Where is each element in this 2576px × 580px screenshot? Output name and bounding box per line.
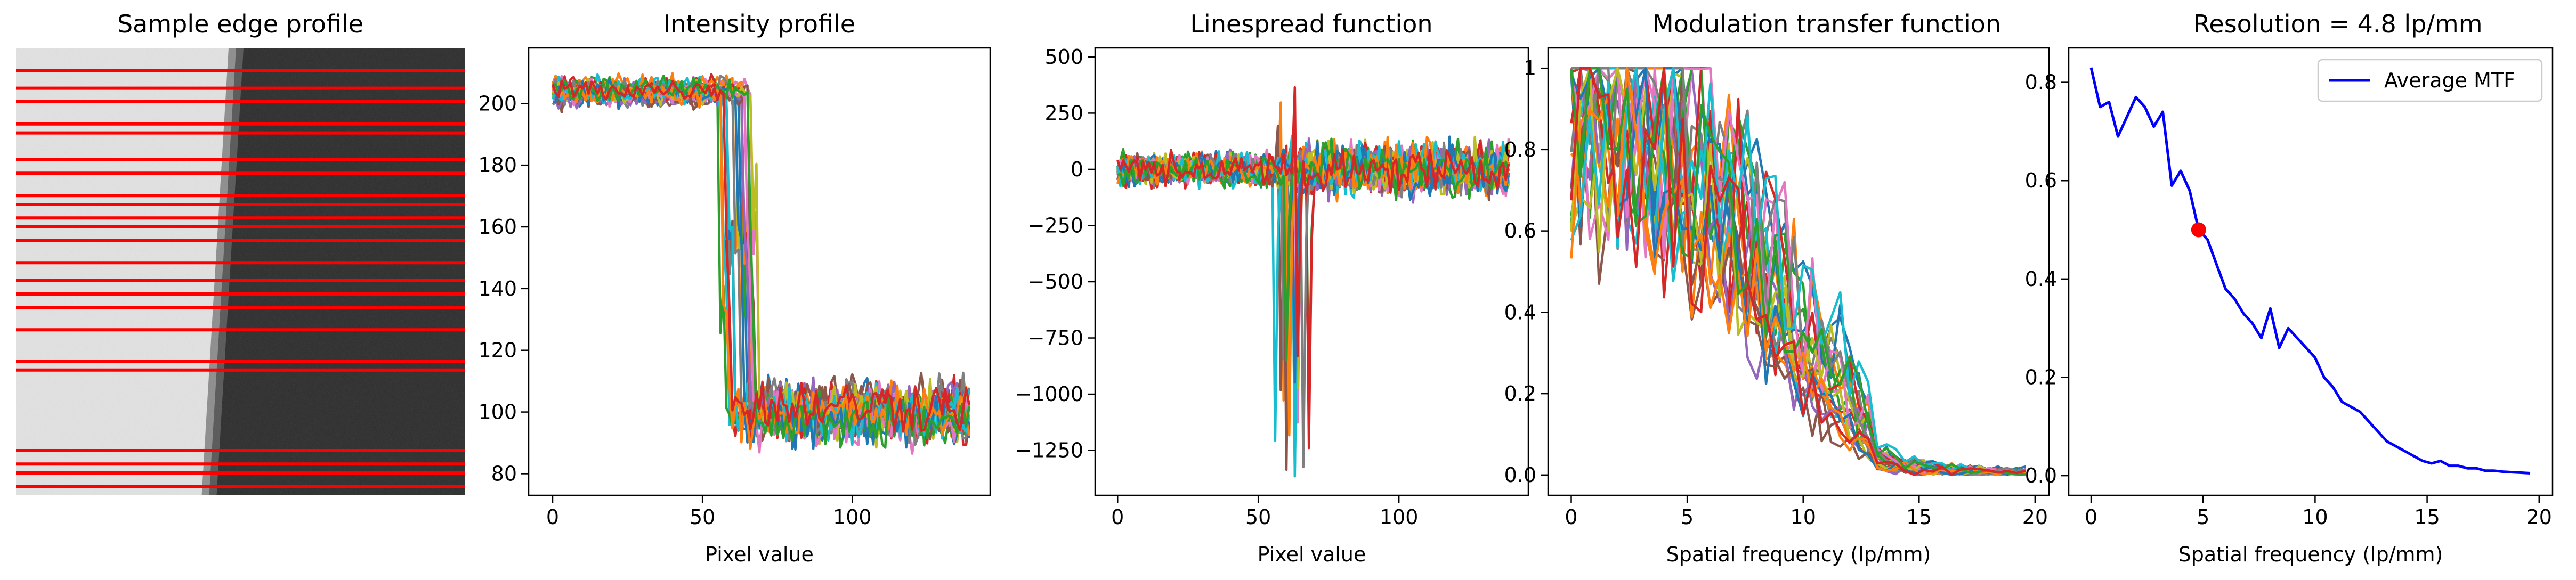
series-line (551, 75, 970, 441)
x-tick-label: 5 (2197, 505, 2209, 529)
x-tick-label: 15 (2414, 505, 2440, 529)
y-tick-label: −1250 (1015, 439, 1083, 462)
y-tick-label: −500 (1028, 270, 1083, 293)
edge-noise (16, 48, 465, 495)
x-axis-label: Spatial frequency (lp/mm) (1666, 543, 1931, 566)
x-tick-label: 50 (690, 505, 715, 529)
x-axis-label: Pixel value (1258, 543, 1366, 566)
x-tick-label: 0 (1565, 505, 1577, 529)
series-line (552, 85, 970, 438)
y-tick-label: 1 (1524, 56, 1536, 80)
series-line (551, 80, 970, 435)
axes-frame (2068, 47, 2554, 496)
mtf-title: Modulation transfer function (1652, 10, 2002, 38)
axes-frame (1547, 47, 2050, 496)
series-line (551, 72, 970, 436)
series-line (551, 79, 970, 433)
panel-3: 0 5 10 15 20 0.0 0.2 0.4 0.6 0.8 1 Spatial frequenc… (1504, 47, 2050, 566)
y-tick-label: 0.2 (2025, 365, 2057, 389)
series-line (552, 85, 970, 428)
y-tick-label: 0.0 (1504, 463, 1536, 487)
y-tick-label: 80 (491, 462, 517, 485)
y-tick-label: 250 (1044, 101, 1083, 125)
panel-1: 0 50 100 80 100 120 140 160 180 200 Pixel value (478, 47, 991, 566)
x-tick-label: 10 (2302, 505, 2328, 529)
y-tick-label: 0.0 (2025, 464, 2057, 487)
series-line (1570, 67, 2026, 476)
x-tick-label: 50 (1245, 505, 1271, 529)
series-line (2089, 67, 2531, 475)
legend-label: Average MTF (2384, 69, 2515, 92)
y-tick-label: −250 (1028, 214, 1083, 237)
axes-frame (528, 47, 991, 496)
y-tick-label: 100 (478, 401, 517, 424)
x-tick-label: 10 (1791, 505, 1816, 529)
plot-area (2089, 67, 2531, 475)
y-tick-label: 0.6 (2025, 169, 2057, 192)
panel-4: 0 5 10 15 20 0.0 0.2 0.4 0.6 0.8 Spatial frequency… (2025, 47, 2554, 566)
y-tick-label: 180 (478, 153, 517, 177)
series-line (551, 72, 970, 440)
y-tick-label: −750 (1028, 326, 1083, 350)
plot-area (1570, 67, 2027, 477)
y-tick-label: 0 (1071, 158, 1083, 181)
x-tick-label: 5 (1681, 505, 1694, 529)
y-tick-label: 0.4 (1504, 300, 1536, 324)
series-line (1570, 67, 2027, 476)
series-line (551, 77, 970, 438)
series-line (551, 73, 970, 442)
x-tick-label: 0 (1111, 505, 1124, 529)
series-line (552, 84, 969, 428)
y-tick-label: 500 (1044, 45, 1083, 69)
x-tick-label: 0 (2085, 505, 2097, 529)
x-axis-label: Pixel value (705, 543, 814, 566)
y-tick-label: 0.8 (1504, 138, 1536, 161)
y-tick-label: 200 (478, 92, 517, 115)
y-tick-label: 0.2 (1504, 382, 1536, 405)
y-tick-label: 140 (478, 277, 517, 300)
series-line (1116, 86, 1510, 357)
plot-area (1116, 86, 1510, 478)
edge-image (16, 48, 465, 495)
series-line (552, 73, 970, 439)
x-tick-label: 20 (2526, 505, 2552, 529)
y-tick-label: −1000 (1015, 382, 1083, 406)
y-tick-label: 160 (478, 215, 517, 239)
axes-frame (1094, 47, 1529, 496)
intensity-title: Intensity profile (663, 10, 856, 38)
x-tick-label: 15 (1906, 505, 1932, 529)
x-tick-label: 20 (2022, 505, 2048, 529)
legend-box (2317, 59, 2543, 102)
y-tick-label: 0.8 (2025, 71, 2057, 94)
plot-area (551, 72, 970, 455)
legend: Average MTF (2317, 59, 2543, 102)
y-tick-label: 120 (478, 339, 517, 362)
x-tick-label: 100 (1380, 505, 1419, 529)
x-tick-label: 0 (546, 505, 559, 529)
x-axis-label: Spatial frequency (lp/mm) (2178, 543, 2443, 566)
y-tick-label: 0.6 (1504, 219, 1536, 243)
panel-2: 0 50 100 −1250 −1000 −750 −500 −250 0 250 500 Pixel… (1015, 45, 1529, 566)
lsf-title: Linespread function (1190, 10, 1433, 38)
series-line (1570, 67, 2026, 476)
series-line (1570, 67, 2027, 476)
edge-image-title: Sample edge profile (117, 10, 364, 38)
series-line (552, 84, 970, 450)
x-tick-label: 100 (833, 505, 872, 529)
resolution-title: Resolution = 4.8 lp/mm (2193, 10, 2483, 38)
resolution-point (2191, 222, 2206, 238)
y-tick-label: 0.4 (2025, 267, 2057, 291)
